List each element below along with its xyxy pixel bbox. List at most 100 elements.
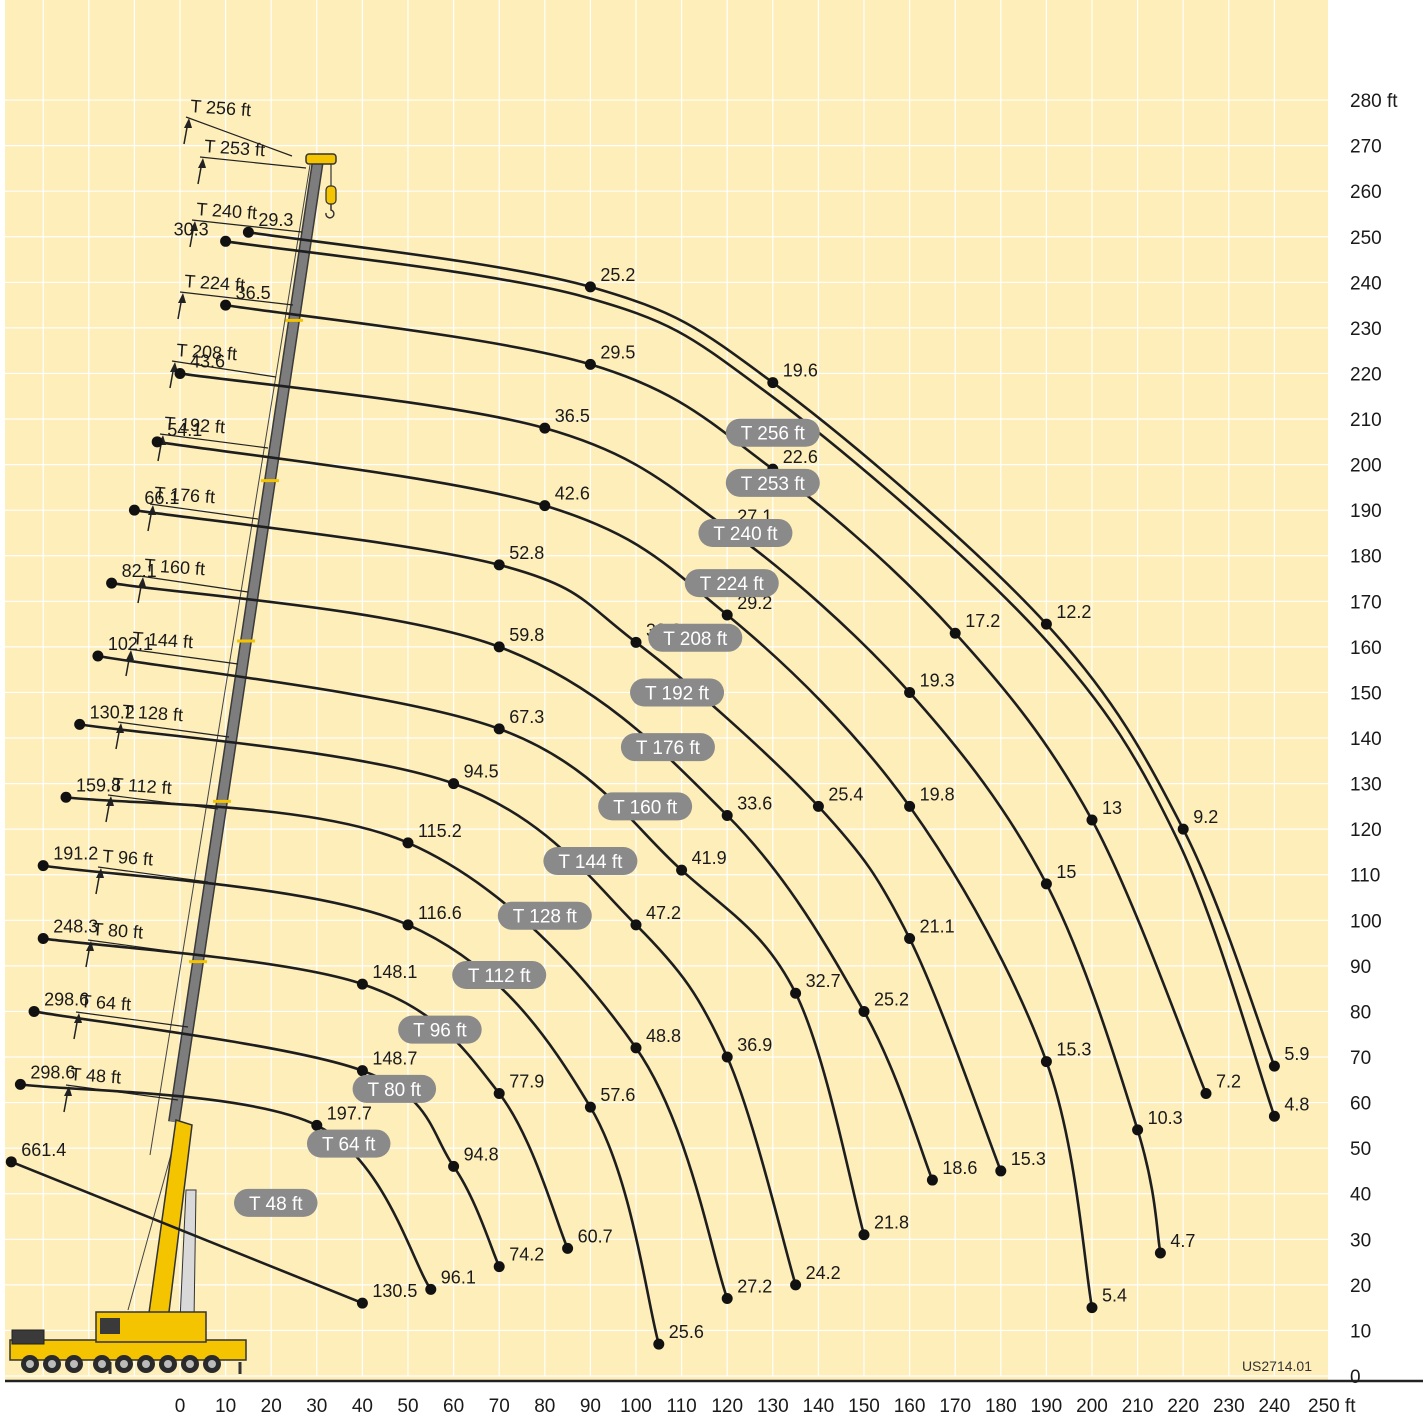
load-value-label: 4.7 <box>1170 1231 1195 1251</box>
load-curve <box>43 937 569 1249</box>
x-tick-label: 180 <box>985 1396 1017 1417</box>
load-point <box>356 1297 368 1309</box>
y-tick-label: 70 <box>1350 1048 1371 1069</box>
load-point <box>128 504 140 516</box>
load-point <box>721 809 733 821</box>
load-point <box>311 1119 323 1131</box>
y-tick-label: 130 <box>1350 775 1382 796</box>
y-axis: 0 10 20 30 40 50 60 70 80 90 100 110 120 130 140 150 160… <box>1350 91 1398 1388</box>
load-value-label: 5.9 <box>1284 1044 1309 1064</box>
wheel-hub <box>142 1360 150 1368</box>
boom-length-label: T 144 ft <box>132 628 194 652</box>
load-point <box>1086 1302 1098 1314</box>
y-tick-label: 20 <box>1350 1276 1371 1297</box>
load-value-label: 33.6 <box>737 793 772 813</box>
x-tick-label: 240 <box>1259 1396 1291 1417</box>
load-value-label: 29.2 <box>737 593 772 613</box>
load-point <box>242 226 254 238</box>
load-point <box>28 1005 40 1017</box>
boom-pill <box>306 1129 391 1158</box>
arrow-up-icon <box>184 118 192 128</box>
load-point <box>425 1283 437 1295</box>
y-tick-label: 250 <box>1350 228 1382 249</box>
y-tick-label: 220 <box>1350 364 1382 385</box>
boom-pill-label: T 253 ft <box>741 474 806 495</box>
boom-pill <box>398 1015 482 1044</box>
y-tick-label: 200 <box>1350 456 1382 477</box>
boom-leader-line <box>171 360 277 378</box>
y-tick-label: 240 <box>1350 273 1382 294</box>
drawing-code: US2714.01 <box>1242 1358 1312 1374</box>
load-curve <box>225 240 1276 1117</box>
boom-pill-label: T 80 ft <box>368 1080 422 1101</box>
boom-pill-label: T 176 ft <box>636 738 701 759</box>
load-value-label: 57.6 <box>600 1085 635 1105</box>
load-point <box>1132 1124 1144 1136</box>
load-point <box>1177 823 1189 835</box>
boom-length-label: T 160 ft <box>144 555 206 579</box>
boom-leader-line <box>127 648 239 665</box>
load-point <box>676 864 688 876</box>
load-curve <box>225 303 1208 1094</box>
boom-length-label: T 192 ft <box>164 413 226 437</box>
load-point <box>493 559 505 571</box>
arrow-up-icon <box>178 293 186 303</box>
guy-line <box>149 164 311 1156</box>
x-tick-label: 220 <box>1167 1396 1199 1417</box>
load-value-label: 5.4 <box>1102 1286 1127 1306</box>
boom-pill <box>630 678 725 707</box>
load-value-label: 298.6 <box>30 1062 75 1082</box>
load-point <box>584 358 596 370</box>
load-point <box>721 1293 733 1305</box>
x-tick-label: 30 <box>306 1396 327 1417</box>
boom-length-label: T 64 ft <box>80 991 132 1014</box>
x-tick-label: 20 <box>261 1396 282 1417</box>
boom-leader-line <box>179 291 294 306</box>
load-point <box>402 837 414 849</box>
load-value-label: 48.8 <box>646 1026 681 1046</box>
load-curve <box>10 1160 363 1305</box>
load-point <box>106 577 118 589</box>
driver-cab <box>11 1329 45 1345</box>
crane-cab <box>100 1318 120 1334</box>
load-point <box>402 919 414 931</box>
load-point <box>356 978 368 990</box>
load-value-label: 7.2 <box>1216 1071 1241 1091</box>
boom-pill-label: T 160 ft <box>613 797 678 818</box>
x-tick-label: 100 <box>620 1396 652 1417</box>
load-value-label: 82.1 <box>122 561 157 581</box>
wheel-hub <box>164 1360 172 1368</box>
load-value-label: 21.8 <box>874 1213 909 1233</box>
y-tick-label: 80 <box>1350 1002 1371 1023</box>
boom-leader-line <box>117 721 230 738</box>
load-value-label: 74.2 <box>509 1245 544 1265</box>
x-tick-label: 130 <box>757 1396 789 1417</box>
load-value-label: 18.6 <box>942 1158 977 1178</box>
load-point <box>721 609 733 621</box>
load-curve <box>156 440 1094 1308</box>
load-point <box>60 791 72 803</box>
boom-head <box>305 153 337 165</box>
load-value-label: 17.2 <box>965 611 1000 631</box>
boom-pill <box>620 733 715 762</box>
boom-leader-line <box>139 575 249 593</box>
load-value-label: 36.5 <box>555 406 590 426</box>
grid-lines <box>5 0 1328 1377</box>
load-point <box>493 723 505 735</box>
load-value-label: 115.2 <box>418 821 462 841</box>
x-axis: 0 10 20 30 40 50 60 70 80 90 100 110 120 130 140 150 160… <box>5 1379 1423 1417</box>
load-value-label: 96.1 <box>441 1267 476 1287</box>
y-tick-label: 260 <box>1350 182 1382 203</box>
load-point <box>1154 1247 1166 1259</box>
boom-length-label: T 96 ft <box>102 846 154 869</box>
load-value-label: 47.2 <box>646 903 681 923</box>
load-value-label: 191.2 <box>53 844 98 864</box>
load-point <box>904 686 916 698</box>
boom-leader-line <box>149 503 259 520</box>
y-tick-label: 0 <box>1350 1367 1361 1388</box>
load-value-label: 32.7 <box>806 971 841 991</box>
load-curve <box>20 1083 432 1291</box>
load-value-label: 19.6 <box>783 361 818 381</box>
load-value-label: 298.6 <box>44 989 89 1009</box>
crane-drawing <box>9 153 337 1374</box>
